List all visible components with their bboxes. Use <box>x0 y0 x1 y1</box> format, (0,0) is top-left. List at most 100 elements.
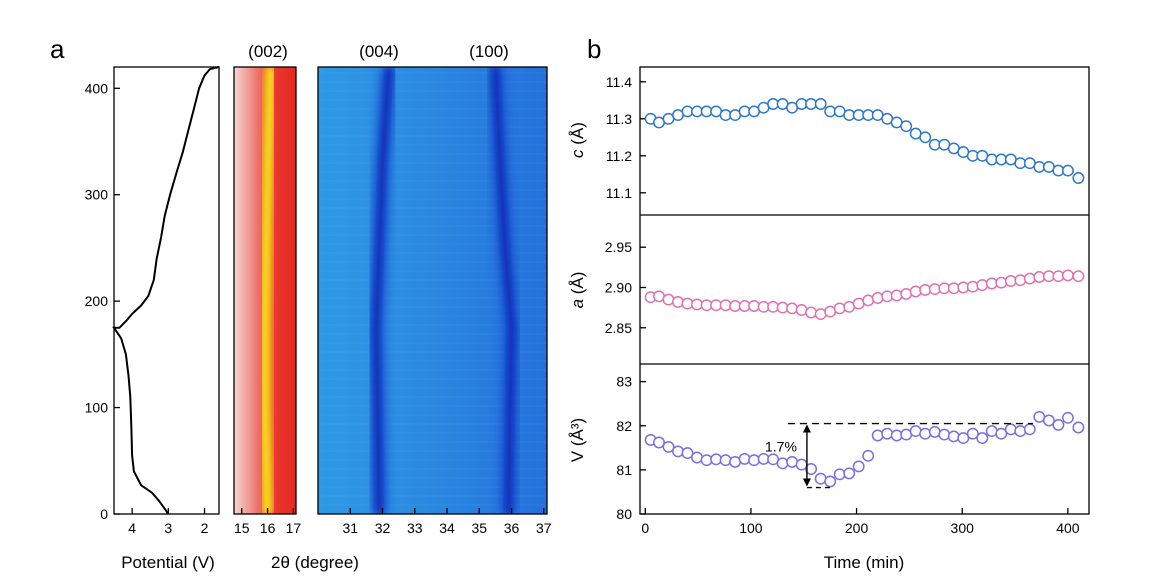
peak-label-002: (002) <box>248 42 288 61</box>
peak-label-100: (100) <box>469 42 509 61</box>
potential-ticks: 0 100 200 300 400 4 3 2 <box>85 80 209 536</box>
time-x-tick-label: 200 <box>845 520 869 536</box>
potential-y-tick-label: 0 <box>100 506 108 522</box>
potential-y-tick-label: 300 <box>85 187 109 203</box>
a-data-point <box>1033 271 1046 283</box>
potential-curve <box>112 66 220 515</box>
v-data-point <box>881 427 894 440</box>
v-data-point <box>681 447 694 460</box>
v-data-point <box>957 432 970 445</box>
a-axis-symbol: a <box>568 299 587 308</box>
potential-x-tick-label: 3 <box>164 520 172 536</box>
c-axis-title: c (Å) <box>568 122 587 158</box>
heatmap-004-frame <box>317 66 548 515</box>
a-y-tick-label: 2.95 <box>605 239 632 255</box>
c-data-point <box>691 105 703 118</box>
v-data-point <box>805 463 818 475</box>
potential-x-axis-title: Potential (V) <box>121 553 215 572</box>
a-data-point <box>814 308 827 321</box>
a-data-point <box>909 285 922 298</box>
v-data-point <box>1033 410 1046 423</box>
heatmap-004-ticks: 31 32 33 34 35 36 37 <box>342 508 552 536</box>
a-data-point <box>890 289 903 302</box>
v-data-point <box>824 475 837 488</box>
v-data-point <box>1061 411 1074 424</box>
volume-subplot: 83 82 81 80 1.7% <box>616 374 1085 522</box>
xrd-heatmap-004-100: 31 32 33 34 35 36 37 <box>317 66 552 536</box>
lattice-plot-frame <box>639 66 1090 515</box>
heatmap-100-peak <box>491 67 516 514</box>
heatmap-004-peak <box>372 67 393 514</box>
xrd-heatmap-002: 15 16 17 <box>233 66 302 536</box>
a-data-point <box>995 276 1008 289</box>
c-axis-unit: (Å) <box>568 122 587 149</box>
a-data-point <box>976 279 989 292</box>
potential-y-tick-label: 200 <box>85 293 109 309</box>
heatmap-002-x-tick-label: 16 <box>260 520 276 536</box>
lattice-parameter-panel: 11.4 11.3 11.2 11.1 2.95 2.90 2.85 83 82 81 80 1.… <box>568 66 1090 572</box>
v-data-point <box>662 440 675 453</box>
a-data-point <box>833 302 846 315</box>
peak-label-004: (004) <box>359 42 399 61</box>
a-axis-unit: (Å) <box>568 272 587 299</box>
a-lattice-subplot: 2.95 2.90 2.85 <box>605 239 1085 336</box>
c-y-tick-label: 11.3 <box>606 111 632 127</box>
heatmap-004-x-tick-label: 37 <box>536 520 552 536</box>
potential-panel: 0 100 200 300 400 4 3 2 Potential (V) <box>85 66 220 572</box>
v-y-tick-label: 83 <box>616 374 632 390</box>
v-data-point <box>862 449 875 462</box>
time-axis-ticks: 0 100 200 300 400 <box>641 508 1080 536</box>
time-x-tick-label: 0 <box>641 520 649 536</box>
v-data-point <box>1072 421 1085 434</box>
a-data-point <box>1072 270 1085 283</box>
heatmap-004-x-tick-label: 36 <box>504 520 520 536</box>
c-y-tick-label: 11.4 <box>606 74 632 90</box>
v-data-point <box>1042 414 1055 427</box>
potential-y-tick-label: 100 <box>85 400 109 416</box>
a-data-point <box>871 292 884 304</box>
c-y-tick-label: 11.2 <box>606 148 632 164</box>
heatmap-002-frame <box>233 66 297 515</box>
v-data-point <box>672 445 684 458</box>
v-data-point <box>919 427 932 440</box>
a-y-tick-label: 2.90 <box>605 279 632 295</box>
heatmap-002-x-tick-label: 17 <box>286 520 302 536</box>
v-data-point <box>976 432 989 445</box>
v-y-tick-label: 82 <box>616 418 632 434</box>
volume-change-arrowhead-down <box>802 478 811 487</box>
v-y-tick-label: 81 <box>616 462 632 478</box>
c-axis-symbol: c <box>568 149 587 158</box>
v-data-point <box>843 467 856 480</box>
potential-x-tick-label: 2 <box>201 520 209 536</box>
heatmap-004-x-tick-label: 34 <box>439 520 455 536</box>
v-data-point <box>966 427 979 440</box>
heatmap-002-x-tick-label: 15 <box>234 520 250 536</box>
heatmap-002-peak <box>262 67 274 514</box>
v-data-point <box>738 452 751 465</box>
a-data-point <box>1023 272 1036 285</box>
time-x-tick-label: 400 <box>1056 520 1080 536</box>
a-data-point <box>900 287 913 300</box>
a-data-point <box>966 280 979 293</box>
c-data-point <box>814 98 827 110</box>
two-theta-axis-title: 2θ (degree) <box>271 553 359 572</box>
a-data-point <box>1014 274 1027 287</box>
time-axis-title: Time (min) <box>824 553 905 572</box>
a-data-point <box>691 298 703 311</box>
v-data-point <box>748 454 761 467</box>
v-data-point <box>1004 423 1017 436</box>
v-y-tick-label: 80 <box>616 506 632 522</box>
heatmap-004-x-tick-label: 35 <box>471 520 487 536</box>
c-data-point <box>1033 160 1046 173</box>
v-data-point <box>1014 425 1027 438</box>
v-data-point <box>1023 423 1036 436</box>
a-data-point <box>672 296 684 308</box>
v-data-point <box>719 454 732 467</box>
a-data-point <box>1061 269 1074 282</box>
potential-plot-frame <box>113 66 220 515</box>
v-data-point <box>947 430 960 443</box>
v-data-point <box>909 425 922 438</box>
c-data-point <box>900 120 913 133</box>
c-y-tick-label: 11.1 <box>606 185 632 201</box>
